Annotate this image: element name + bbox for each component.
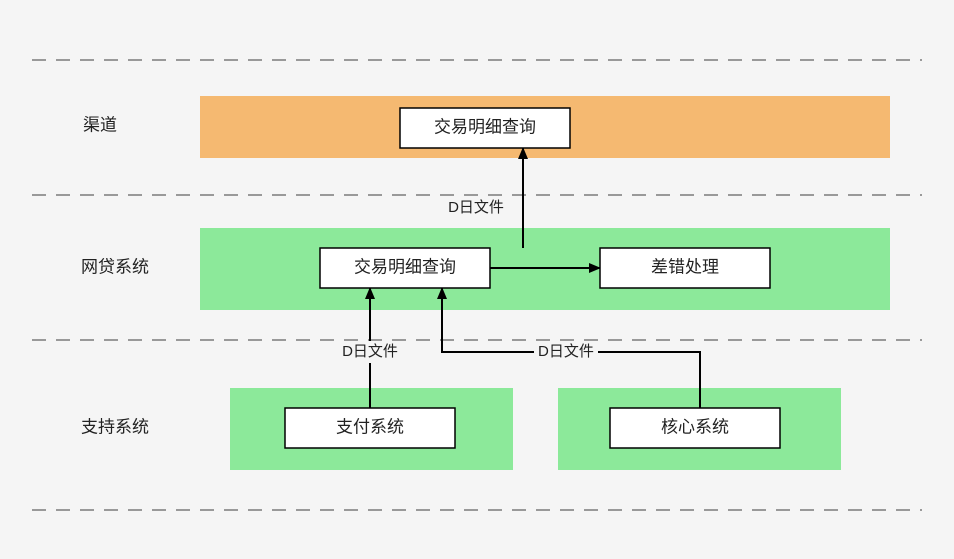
lane-channel-label: 渠道	[83, 115, 117, 134]
e-loan-to-channel-label: D日文件	[448, 199, 504, 216]
n-support-core-label: 核心系统	[661, 417, 729, 436]
e-core-to-loan-label: D日文件	[538, 343, 594, 360]
n-loan-error-label: 差错处理	[651, 257, 719, 276]
n-channel-query-label: 交易明细查询	[434, 117, 536, 136]
lane-loan-label: 网贷系统	[81, 257, 149, 276]
n-loan-query-label: 交易明细查询	[354, 257, 456, 276]
e-pay-to-loan-label: D日文件	[342, 343, 398, 360]
lane-support-label: 支持系统	[81, 417, 149, 436]
architecture-diagram: 渠道网贷系统支持系统 D日文件D日文件D日文件 交易明细查询交易明细查询差错处理…	[0, 0, 954, 559]
n-support-pay-label: 支付系统	[336, 417, 404, 436]
